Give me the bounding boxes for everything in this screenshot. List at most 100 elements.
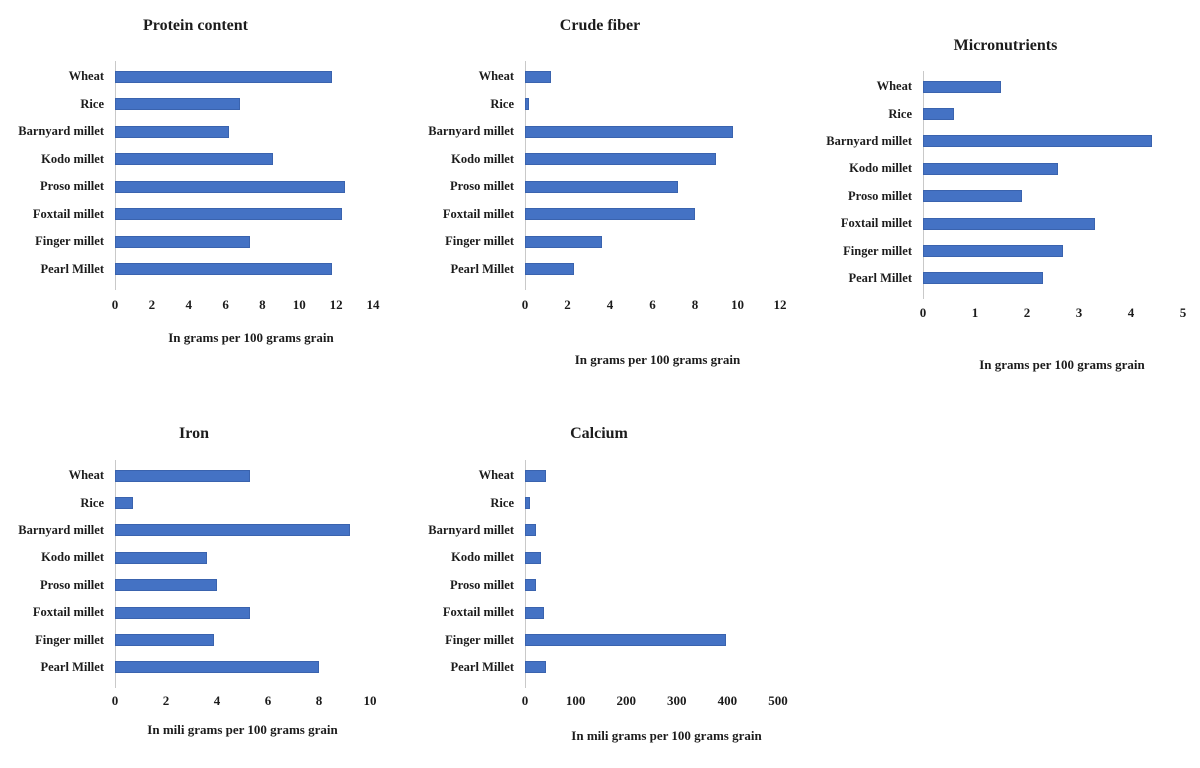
bar-calcium-3 xyxy=(525,551,541,564)
category-label: Foxtail millet xyxy=(442,605,514,620)
category-label: Foxtail millet xyxy=(442,206,514,221)
x-axis-label: In mili grams per 100 grams grain xyxy=(147,722,338,738)
bar-iron-0 xyxy=(115,469,251,482)
x-tick-strip: 0 2 4 6 8 10 12 14 xyxy=(111,297,380,313)
plot-area xyxy=(115,460,370,689)
chart-fiber: Crude fiber Wheat Rice Barnyard millet Kodo … xyxy=(420,16,786,368)
bar-row xyxy=(525,118,780,146)
x-tick-label: 0 xyxy=(111,297,119,312)
bar-row xyxy=(115,63,373,91)
bar-row xyxy=(115,626,370,653)
bar-row xyxy=(525,146,780,174)
x-tick-label: 0 xyxy=(919,305,927,321)
x-tick-label: 14 xyxy=(366,297,380,312)
bar-calcium-0 xyxy=(525,469,546,482)
bar-protein-1 xyxy=(115,98,241,111)
bar-fiber-1 xyxy=(525,98,530,111)
x-tick-label: 4 xyxy=(1127,305,1135,321)
bar-row xyxy=(115,256,373,284)
bar-row xyxy=(923,210,1183,237)
x-tick-label: 10 xyxy=(363,693,377,709)
y-axis-line xyxy=(115,61,116,290)
bar-row xyxy=(525,201,780,229)
bar-row xyxy=(525,626,778,653)
category-label: Pearl Millet xyxy=(40,261,104,276)
bar-fiber-3 xyxy=(525,153,717,166)
category-label: Finger millet xyxy=(843,243,912,258)
bar-fiber-2 xyxy=(525,125,734,138)
category-label: Proso millet xyxy=(450,179,514,194)
bar-micro-1 xyxy=(923,108,955,121)
bar-protein-3 xyxy=(115,153,274,166)
x-tick-label: 400 xyxy=(717,693,738,709)
x-axis-label: In grams per 100 grams grain xyxy=(574,352,741,367)
x-tick-label: 2 xyxy=(162,693,170,709)
category-axis: Wheat Rice Barnyard millet Kodo millet Proso… xyxy=(420,63,525,283)
x-tick-label: 4 xyxy=(185,297,192,312)
category-label: Pearl Millet xyxy=(40,659,104,674)
x-tick-strip: 0 1 2 3 4 5 xyxy=(919,305,1187,321)
y-axis-line xyxy=(115,460,116,689)
x-tick-label: 4 xyxy=(213,693,221,709)
chart-plot-region: Wheat Rice Barnyard millet Kodo millet Proso… xyxy=(420,61,780,290)
x-axis: 0 1 2 3 4 5 In grams per 100 grams grain xyxy=(828,292,1187,373)
chart-title: Crude fiber xyxy=(559,17,641,34)
x-axis-label: In mili grams per 100 grams grain xyxy=(571,728,762,744)
bar-row xyxy=(525,462,778,489)
bar-fiber-0 xyxy=(525,70,551,83)
bar-row xyxy=(115,654,370,681)
bar-row xyxy=(525,572,778,599)
category-label: Proso millet xyxy=(40,179,104,194)
bar-protein-0 xyxy=(115,70,333,83)
bar-row xyxy=(525,599,778,626)
category-label: Wheat xyxy=(876,79,912,94)
category-label: Kodo millet xyxy=(41,550,104,565)
bar-calcium-1 xyxy=(525,497,531,510)
category-label: Barnyard millet xyxy=(428,124,514,139)
bar-fiber-7 xyxy=(525,263,574,276)
bar-row xyxy=(115,489,370,516)
bar-calcium-2 xyxy=(525,524,537,537)
category-label: Barnyard millet xyxy=(18,522,104,537)
x-tick-strip: 0 100 200 300 400 500 xyxy=(522,693,788,709)
bar-row xyxy=(525,544,778,571)
bar-protein-6 xyxy=(115,235,250,248)
bar-iron-5 xyxy=(115,606,251,619)
x-tick-label: 500 xyxy=(768,693,788,709)
bar-row xyxy=(525,63,780,91)
bar-micro-5 xyxy=(923,217,1095,230)
bar-row xyxy=(923,183,1183,210)
bar-fiber-6 xyxy=(525,235,602,248)
bar-row xyxy=(525,489,778,516)
chart-title: Micronutrients xyxy=(953,37,1058,54)
x-tick-label: 6 xyxy=(649,297,656,312)
chart-plot-region: Wheat Rice Barnyard millet Kodo millet Proso… xyxy=(18,460,370,689)
bar-micro-6 xyxy=(923,245,1064,258)
category-label: Kodo millet xyxy=(451,550,514,565)
plot-area xyxy=(525,460,778,689)
bar-fiber-5 xyxy=(525,208,695,221)
chart-title: Protein content xyxy=(142,17,248,34)
x-tick-strip: 0 2 4 6 8 10 xyxy=(112,693,377,709)
category-label: Rice xyxy=(888,106,912,121)
bar-row xyxy=(115,201,373,229)
x-tick-label: 100 xyxy=(565,693,586,709)
bar-micro-2 xyxy=(923,135,1152,148)
chart-micro: Micronutrients Wheat Rice Barnyard millet Ko… xyxy=(826,36,1187,373)
bar-row xyxy=(115,517,370,544)
bar-calcium-6 xyxy=(525,634,727,647)
category-label: Barnyard millet xyxy=(18,124,104,139)
bar-iron-6 xyxy=(115,634,215,647)
category-label: Wheat xyxy=(68,69,104,84)
plot-area xyxy=(115,61,373,290)
bar-iron-2 xyxy=(115,524,350,537)
category-label: Finger millet xyxy=(445,234,514,249)
bar-fiber-4 xyxy=(525,180,678,193)
bar-row xyxy=(923,73,1183,100)
category-label: Pearl Millet xyxy=(450,659,514,674)
chart-title: Iron xyxy=(179,425,209,442)
bar-row xyxy=(525,517,778,544)
bar-row xyxy=(923,237,1183,264)
x-tick-label: 3 xyxy=(1075,305,1083,321)
